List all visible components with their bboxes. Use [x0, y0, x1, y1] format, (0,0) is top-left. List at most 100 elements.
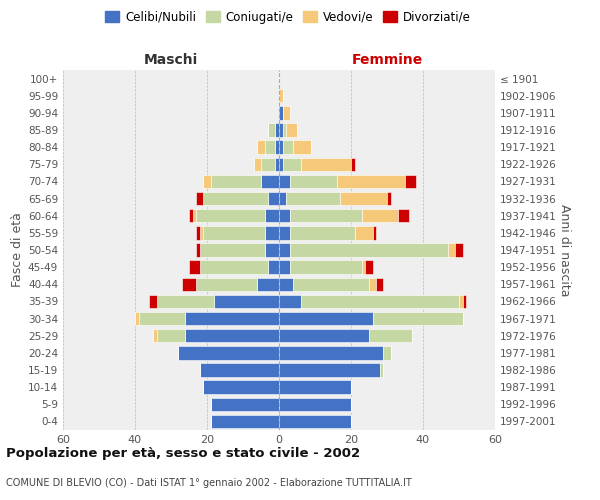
Text: COMUNE DI BLEVIO (CO) - Dati ISTAT 1° gennaio 2002 - Elaborazione TUTTITALIA.IT: COMUNE DI BLEVIO (CO) - Dati ISTAT 1° ge… [6, 478, 412, 488]
Bar [365, 260, 373, 274]
Bar [279, 244, 290, 256]
Text: Femmine: Femmine [352, 54, 422, 68]
Bar [196, 226, 200, 239]
Bar [279, 89, 283, 102]
Bar [211, 174, 261, 188]
Bar [279, 312, 373, 326]
Bar [261, 174, 279, 188]
Bar [351, 158, 355, 171]
Bar [290, 209, 362, 222]
Bar [283, 140, 293, 154]
Y-axis label: Fasce di età: Fasce di età [11, 212, 24, 288]
Bar [455, 244, 463, 256]
Bar [279, 174, 290, 188]
Bar [200, 244, 265, 256]
Bar [196, 192, 203, 205]
Bar [265, 209, 279, 222]
Bar [196, 244, 200, 256]
Bar [337, 174, 405, 188]
Bar [135, 312, 139, 326]
Bar [301, 158, 351, 171]
Bar [279, 278, 293, 291]
Text: Popolazione per età, sesso e stato civile - 2002: Popolazione per età, sesso e stato civil… [6, 448, 360, 460]
Bar [459, 294, 463, 308]
Bar [448, 244, 455, 256]
Bar [196, 209, 265, 222]
Bar [203, 192, 268, 205]
Bar [279, 140, 283, 154]
Bar [254, 158, 261, 171]
Bar [279, 192, 286, 205]
Bar [261, 158, 275, 171]
Legend: Celibi/Nubili, Coniugati/e, Vedovi/e, Divorziati/e: Celibi/Nubili, Coniugati/e, Vedovi/e, Di… [100, 6, 476, 28]
Bar [279, 209, 290, 222]
Bar [279, 364, 380, 376]
Bar [398, 209, 409, 222]
Bar [279, 398, 351, 411]
Bar [373, 226, 376, 239]
Bar [279, 329, 369, 342]
Bar [290, 244, 448, 256]
Bar [211, 414, 279, 428]
Bar [301, 294, 459, 308]
Bar [265, 244, 279, 256]
Bar [293, 140, 311, 154]
Bar [189, 209, 193, 222]
Bar [362, 260, 365, 274]
Bar [283, 124, 286, 136]
Bar [290, 174, 337, 188]
Bar [185, 329, 279, 342]
Bar [275, 124, 279, 136]
Bar [257, 278, 279, 291]
Bar [200, 226, 203, 239]
Bar [182, 278, 196, 291]
Bar [189, 260, 200, 274]
Bar [203, 380, 279, 394]
Bar [383, 346, 391, 360]
Bar [268, 192, 279, 205]
Bar [203, 226, 265, 239]
Bar [355, 226, 373, 239]
Text: Maschi: Maschi [144, 54, 198, 68]
Bar [376, 278, 383, 291]
Bar [265, 226, 279, 239]
Bar [265, 140, 275, 154]
Bar [279, 260, 290, 274]
Bar [139, 312, 185, 326]
Bar [463, 294, 466, 308]
Bar [387, 192, 391, 205]
Bar [196, 278, 257, 291]
Bar [283, 106, 290, 120]
Bar [279, 226, 290, 239]
Bar [203, 174, 211, 188]
Bar [279, 414, 351, 428]
Bar [275, 158, 279, 171]
Bar [293, 278, 369, 291]
Bar [275, 140, 279, 154]
Bar [200, 260, 268, 274]
Bar [286, 192, 340, 205]
Bar [268, 124, 275, 136]
Bar [279, 294, 301, 308]
Y-axis label: Anni di nascita: Anni di nascita [557, 204, 571, 296]
Bar [153, 329, 157, 342]
Bar [193, 209, 196, 222]
Bar [211, 398, 279, 411]
Bar [149, 294, 157, 308]
Bar [200, 364, 279, 376]
Bar [214, 294, 279, 308]
Bar [268, 260, 279, 274]
Bar [279, 106, 283, 120]
Bar [279, 124, 283, 136]
Bar [290, 260, 362, 274]
Bar [178, 346, 279, 360]
Bar [290, 226, 355, 239]
Bar [279, 158, 283, 171]
Bar [369, 329, 412, 342]
Bar [362, 209, 398, 222]
Bar [405, 174, 416, 188]
Bar [369, 278, 376, 291]
Bar [257, 140, 265, 154]
Bar [373, 312, 463, 326]
Bar [340, 192, 387, 205]
